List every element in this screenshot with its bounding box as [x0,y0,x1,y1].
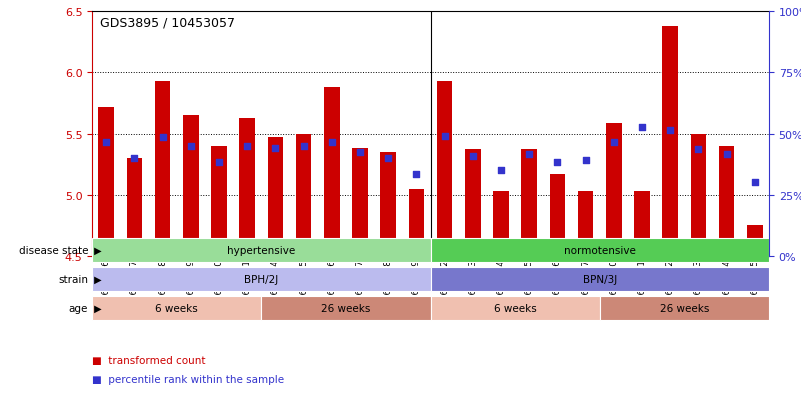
Bar [324,88,340,256]
Bar [239,119,255,256]
Bar [690,134,706,256]
Point [495,168,508,174]
Text: ■  transformed count: ■ transformed count [92,356,206,366]
Bar [211,146,227,256]
Point [100,140,113,146]
Point [128,155,141,162]
Point [748,180,761,186]
Text: BPN/3J: BPN/3J [582,274,617,284]
Text: ▶: ▶ [91,274,102,284]
Bar [409,189,425,256]
Text: ▶: ▶ [91,303,102,313]
Point [579,158,592,164]
Point [720,152,733,158]
Point [353,149,366,156]
Point [410,171,423,178]
Text: strain: strain [58,274,88,284]
Point [692,147,705,153]
Bar [521,150,537,256]
Bar [352,149,368,256]
Point [297,143,310,150]
Point [523,152,536,158]
Bar [719,146,735,256]
Bar [99,107,114,256]
Bar [296,134,312,256]
Point [636,125,649,131]
Text: 26 weeks: 26 weeks [660,303,709,313]
Bar [437,82,453,256]
Bar [155,82,171,256]
Text: age: age [69,303,88,313]
Bar [634,192,650,256]
Point [551,159,564,166]
Bar [493,192,509,256]
Bar [606,123,622,256]
Point [241,143,254,150]
Text: 26 weeks: 26 weeks [321,303,371,313]
Text: 6 weeks: 6 weeks [155,303,198,313]
Point [382,155,395,162]
Point [212,159,225,166]
Bar [261,296,430,320]
Bar [549,174,566,256]
Bar [183,116,199,256]
Text: disease state: disease state [18,245,88,255]
Bar [430,267,769,291]
Point [325,140,338,146]
Text: GDS3895 / 10453057: GDS3895 / 10453057 [100,17,235,29]
Point [156,135,169,141]
Bar [92,238,430,262]
Bar [430,296,600,320]
Bar [747,225,763,256]
Point [664,127,677,134]
Text: hypertensive: hypertensive [227,245,296,255]
Bar [380,152,396,256]
Text: 6 weeks: 6 weeks [493,303,537,313]
Text: ■  percentile rank within the sample: ■ percentile rank within the sample [92,374,284,384]
Bar [465,150,481,256]
Point [466,153,479,159]
Point [438,133,451,140]
Bar [92,267,430,291]
Text: BPH/2J: BPH/2J [244,274,279,284]
Point [184,143,197,150]
Bar [662,27,678,256]
Point [607,140,620,146]
Bar [430,238,769,262]
Point [269,145,282,152]
Bar [127,159,142,256]
Bar [92,296,261,320]
Text: ▶: ▶ [91,245,102,255]
Text: normotensive: normotensive [564,245,636,255]
Bar [578,192,594,256]
Bar [600,296,769,320]
Bar [268,138,284,256]
